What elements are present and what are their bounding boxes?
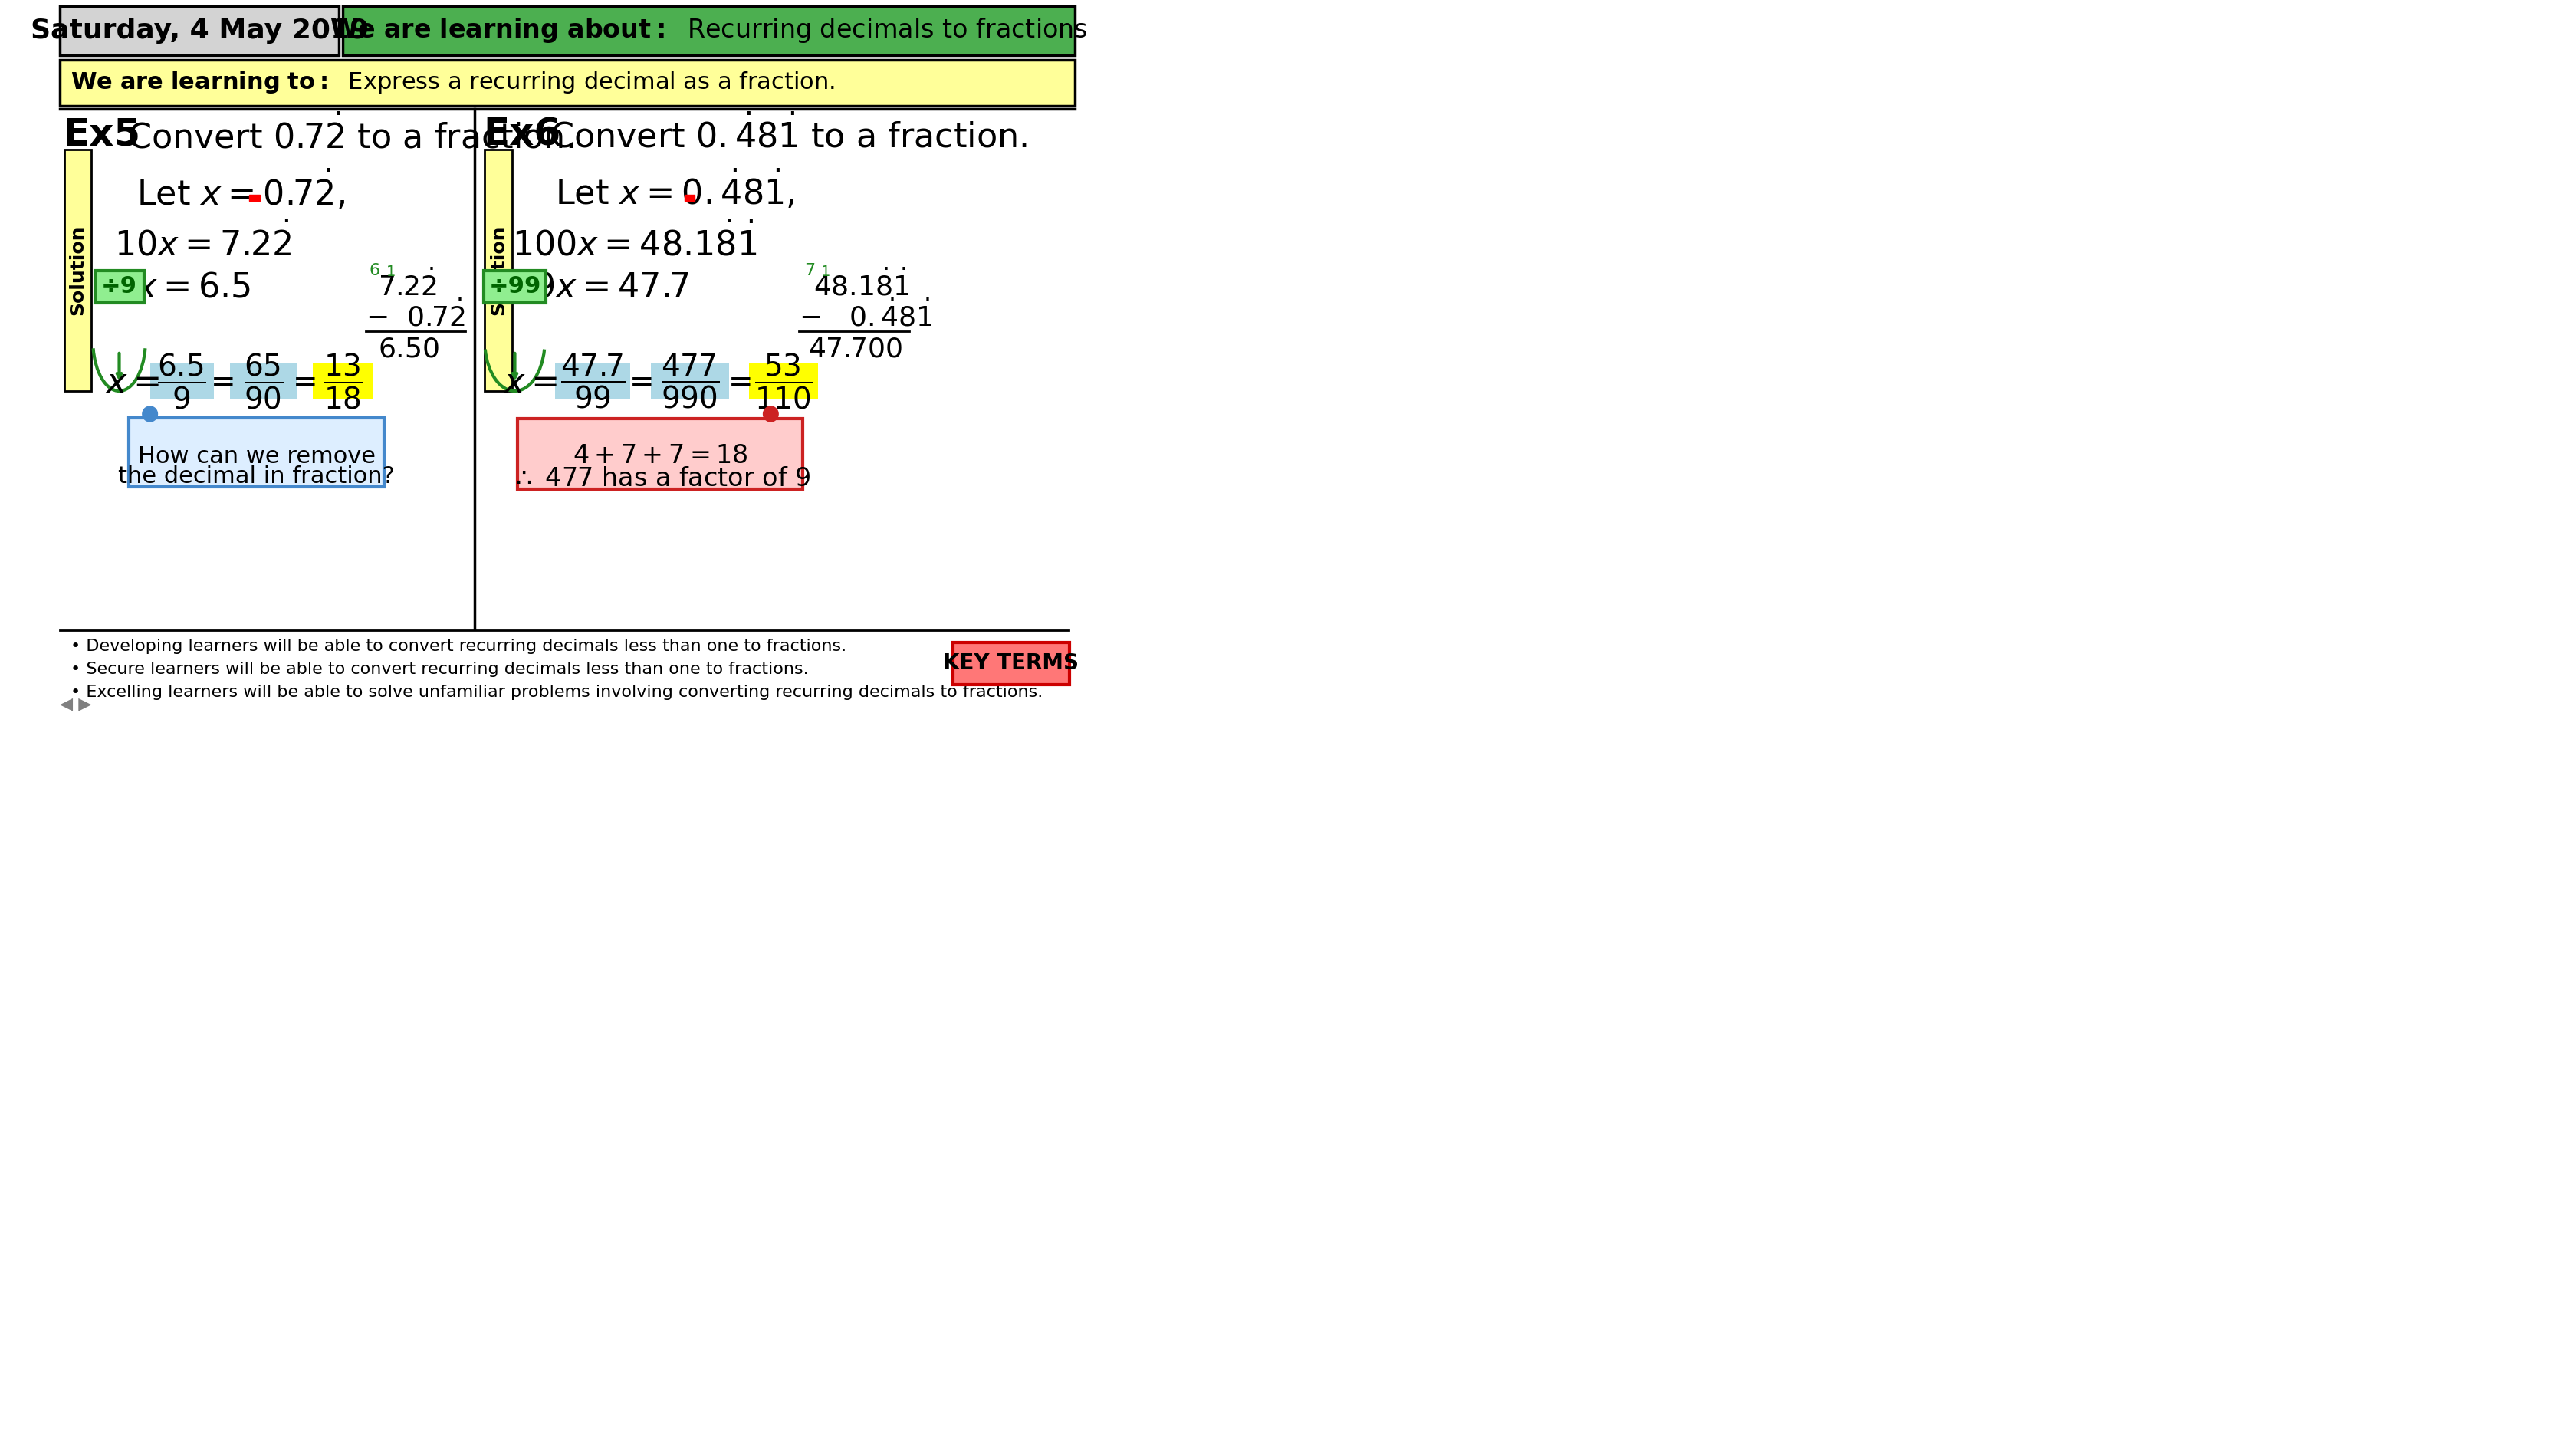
Text: $\mathbf{We\ are\ learning\ about:}$  Recurring decimals to fractions: $\mathbf{We\ are\ learning\ about:}$ Rec… (330, 16, 1087, 45)
Text: KEY TERMS: KEY TERMS (943, 652, 1079, 674)
Text: $-\ \ \ 0.\dot{4}8\dot{1}$: $-\ \ \ 0.\dot{4}8\dot{1}$ (799, 299, 933, 331)
Text: • Secure learners will be able to convert recurring decimals less than one to fr: • Secure learners will be able to conver… (70, 662, 809, 677)
Text: $x =$: $x =$ (106, 367, 160, 401)
Text: $7.2\dot{2}$: $7.2\dot{2}$ (379, 269, 438, 301)
Bar (64, 149, 93, 390)
Text: $47.700$: $47.700$ (809, 335, 902, 362)
Bar (750, 363, 819, 399)
Bar (484, 270, 546, 302)
Text: $x =$: $x =$ (502, 367, 556, 401)
Text: 6: 6 (368, 263, 381, 278)
Text: $=$: $=$ (204, 366, 234, 396)
Text: $10x = 7.2\dot{2}$: $10x = 7.2\dot{2}$ (113, 223, 291, 262)
Text: $\dfrac{477}{990}$: $\dfrac{477}{990}$ (659, 353, 719, 409)
Text: Solution: Solution (489, 224, 507, 315)
Text: • Excelling learners will be able to solve unfamiliar problems involving convert: • Excelling learners will be able to sol… (70, 684, 1043, 700)
Text: $\dfrac{13}{18}$: $\dfrac{13}{18}$ (322, 351, 363, 411)
Bar (95, 270, 144, 302)
Text: Let $x = 0.7\dot{2}$,: Let $x = 0.7\dot{2}$, (137, 168, 345, 213)
Text: $\dfrac{53}{110}$: $\dfrac{53}{110}$ (755, 351, 814, 411)
Text: 1: 1 (822, 265, 829, 279)
Text: $-\ \ 0.7\dot{2}$: $-\ \ 0.7\dot{2}$ (366, 299, 464, 331)
Text: How can we remove: How can we remove (137, 445, 376, 467)
Text: Let $x = 0.\dot{4}8\dot{1}$,: Let $x = 0.\dot{4}8\dot{1}$, (556, 169, 796, 211)
Text: Convert $0.7\dot{2}$ to a fraction.: Convert $0.7\dot{2}$ to a fraction. (126, 114, 574, 155)
Bar (129, 418, 384, 487)
Text: $\dfrac{6.5}{9}$: $\dfrac{6.5}{9}$ (157, 351, 206, 411)
Bar (312, 363, 374, 399)
Circle shape (142, 406, 157, 422)
Text: ÷99: ÷99 (489, 276, 541, 298)
Bar (685, 195, 696, 201)
Text: $9x = 6.5$: $9x = 6.5$ (113, 270, 250, 304)
Text: $100x = 48.1\dot{8}\dot{1}$: $100x = 48.1\dot{8}\dot{1}$ (513, 223, 757, 262)
Circle shape (762, 406, 778, 422)
Bar (229, 363, 296, 399)
Bar (250, 195, 260, 201)
Text: Ex5: Ex5 (62, 117, 142, 153)
Text: $\dfrac{65}{90}$: $\dfrac{65}{90}$ (245, 351, 283, 411)
Text: 1: 1 (386, 265, 397, 279)
Text: • Developing learners will be able to convert recurring decimals less than one t: • Developing learners will be able to co… (70, 639, 848, 654)
Text: Solution: Solution (70, 224, 88, 315)
Text: $\therefore$ 477 has a factor of 9: $\therefore$ 477 has a factor of 9 (510, 466, 811, 492)
Text: $6.50$: $6.50$ (379, 335, 440, 362)
Bar (953, 642, 1069, 684)
Bar (484, 149, 513, 390)
Bar (59, 59, 1074, 106)
Text: $\dfrac{47.7}{99}$: $\dfrac{47.7}{99}$ (559, 353, 626, 409)
Bar (149, 363, 214, 399)
Text: $=$: $=$ (623, 366, 652, 396)
Bar (518, 419, 804, 489)
Text: $\mathbf{We\ are\ learning\ to:}$  Express a recurring decimal as a fraction.: $\mathbf{We\ are\ learning\ to:}$ Expres… (70, 71, 835, 95)
Text: $99x = 47.7$: $99x = 47.7$ (513, 270, 690, 304)
Text: ÷9: ÷9 (100, 276, 137, 298)
Bar (556, 363, 631, 399)
Text: Saturday, 4 May 2019: Saturday, 4 May 2019 (31, 17, 368, 43)
Bar (343, 6, 1074, 55)
Text: $48.1\dot{8}\dot{1}$: $48.1\dot{8}\dot{1}$ (814, 269, 909, 301)
Text: ◀ ▶: ◀ ▶ (59, 696, 93, 711)
Text: $=$: $=$ (721, 366, 752, 396)
Text: $4 + 7 + 7 = 18$: $4 + 7 + 7 = 18$ (572, 442, 747, 469)
Text: Ex6: Ex6 (484, 117, 562, 153)
Bar (652, 363, 729, 399)
Text: Convert $0.\dot{4}8\dot{1}$ to a fraction.: Convert $0.\dot{4}8\dot{1}$ to a fractio… (549, 116, 1028, 155)
Text: 7: 7 (804, 263, 817, 278)
Text: $=$: $=$ (286, 366, 317, 396)
Bar (59, 6, 340, 55)
Text: the decimal in fraction?: the decimal in fraction? (118, 466, 394, 487)
